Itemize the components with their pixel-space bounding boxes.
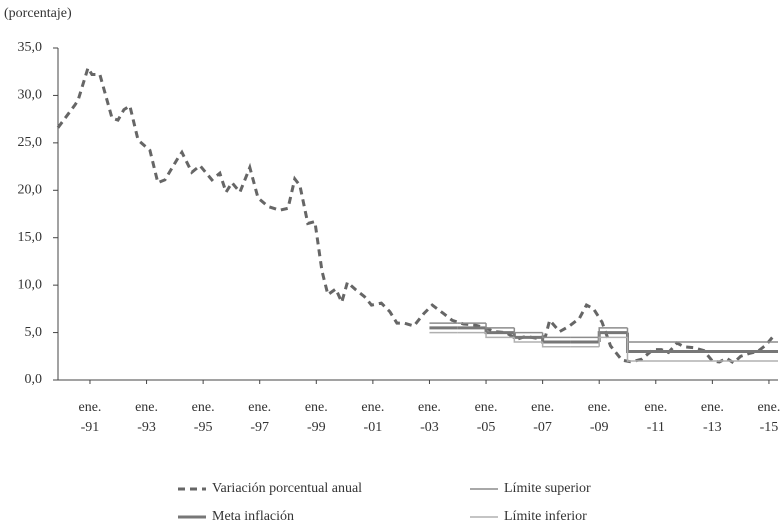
target-step [541, 342, 571, 348]
x-tick-label: ene. -95 [191, 400, 215, 435]
y-axis-label: (porcentaje) [4, 6, 72, 21]
y-tick-label: 20,0 [18, 183, 43, 198]
target-step [598, 327, 628, 338]
y-tick-label: 30,0 [18, 88, 43, 103]
target-step [485, 332, 515, 339]
y-tick-label: 15,0 [18, 230, 43, 245]
inflation-line [56, 64, 777, 365]
legend-label: Meta inflación [212, 509, 294, 524]
target-step [541, 332, 571, 339]
x-tick-label: ene. -99 [304, 400, 328, 435]
x-tick-label: ene. -91 [78, 400, 102, 435]
x-tick-label: ene. -07 [531, 400, 555, 435]
y-tick-label: 25,0 [18, 135, 43, 150]
legend-label: Límite superior [504, 481, 591, 496]
x-tick-label: ene. -03 [417, 400, 441, 435]
y-tick-label: 10,0 [18, 277, 43, 292]
target-step [513, 327, 543, 334]
y-tick-label: 35,0 [18, 40, 43, 55]
x-tick-label: ene. -05 [474, 400, 498, 435]
target-step [626, 327, 778, 343]
x-tick-label: ene. -09 [587, 400, 611, 435]
target-step [598, 336, 628, 347]
x-tick-label: ene. -93 [135, 400, 159, 435]
target-step [541, 337, 571, 344]
target-step [513, 337, 543, 343]
legend-label: Variación porcentual anual [212, 481, 362, 496]
target-step [626, 337, 778, 362]
y-tick-label: 0,0 [25, 372, 43, 387]
x-tick-label: ene. -97 [248, 400, 272, 435]
x-tick-label: ene. -01 [361, 400, 385, 435]
legend-label: Límite inferior [504, 509, 587, 524]
x-tick-label: ene. -15 [757, 400, 781, 435]
target-step [485, 323, 515, 329]
x-tick-label: ene. -13 [700, 400, 724, 435]
y-tick-label: 5,0 [25, 325, 43, 340]
x-tick-label: ene. -11 [644, 400, 668, 435]
